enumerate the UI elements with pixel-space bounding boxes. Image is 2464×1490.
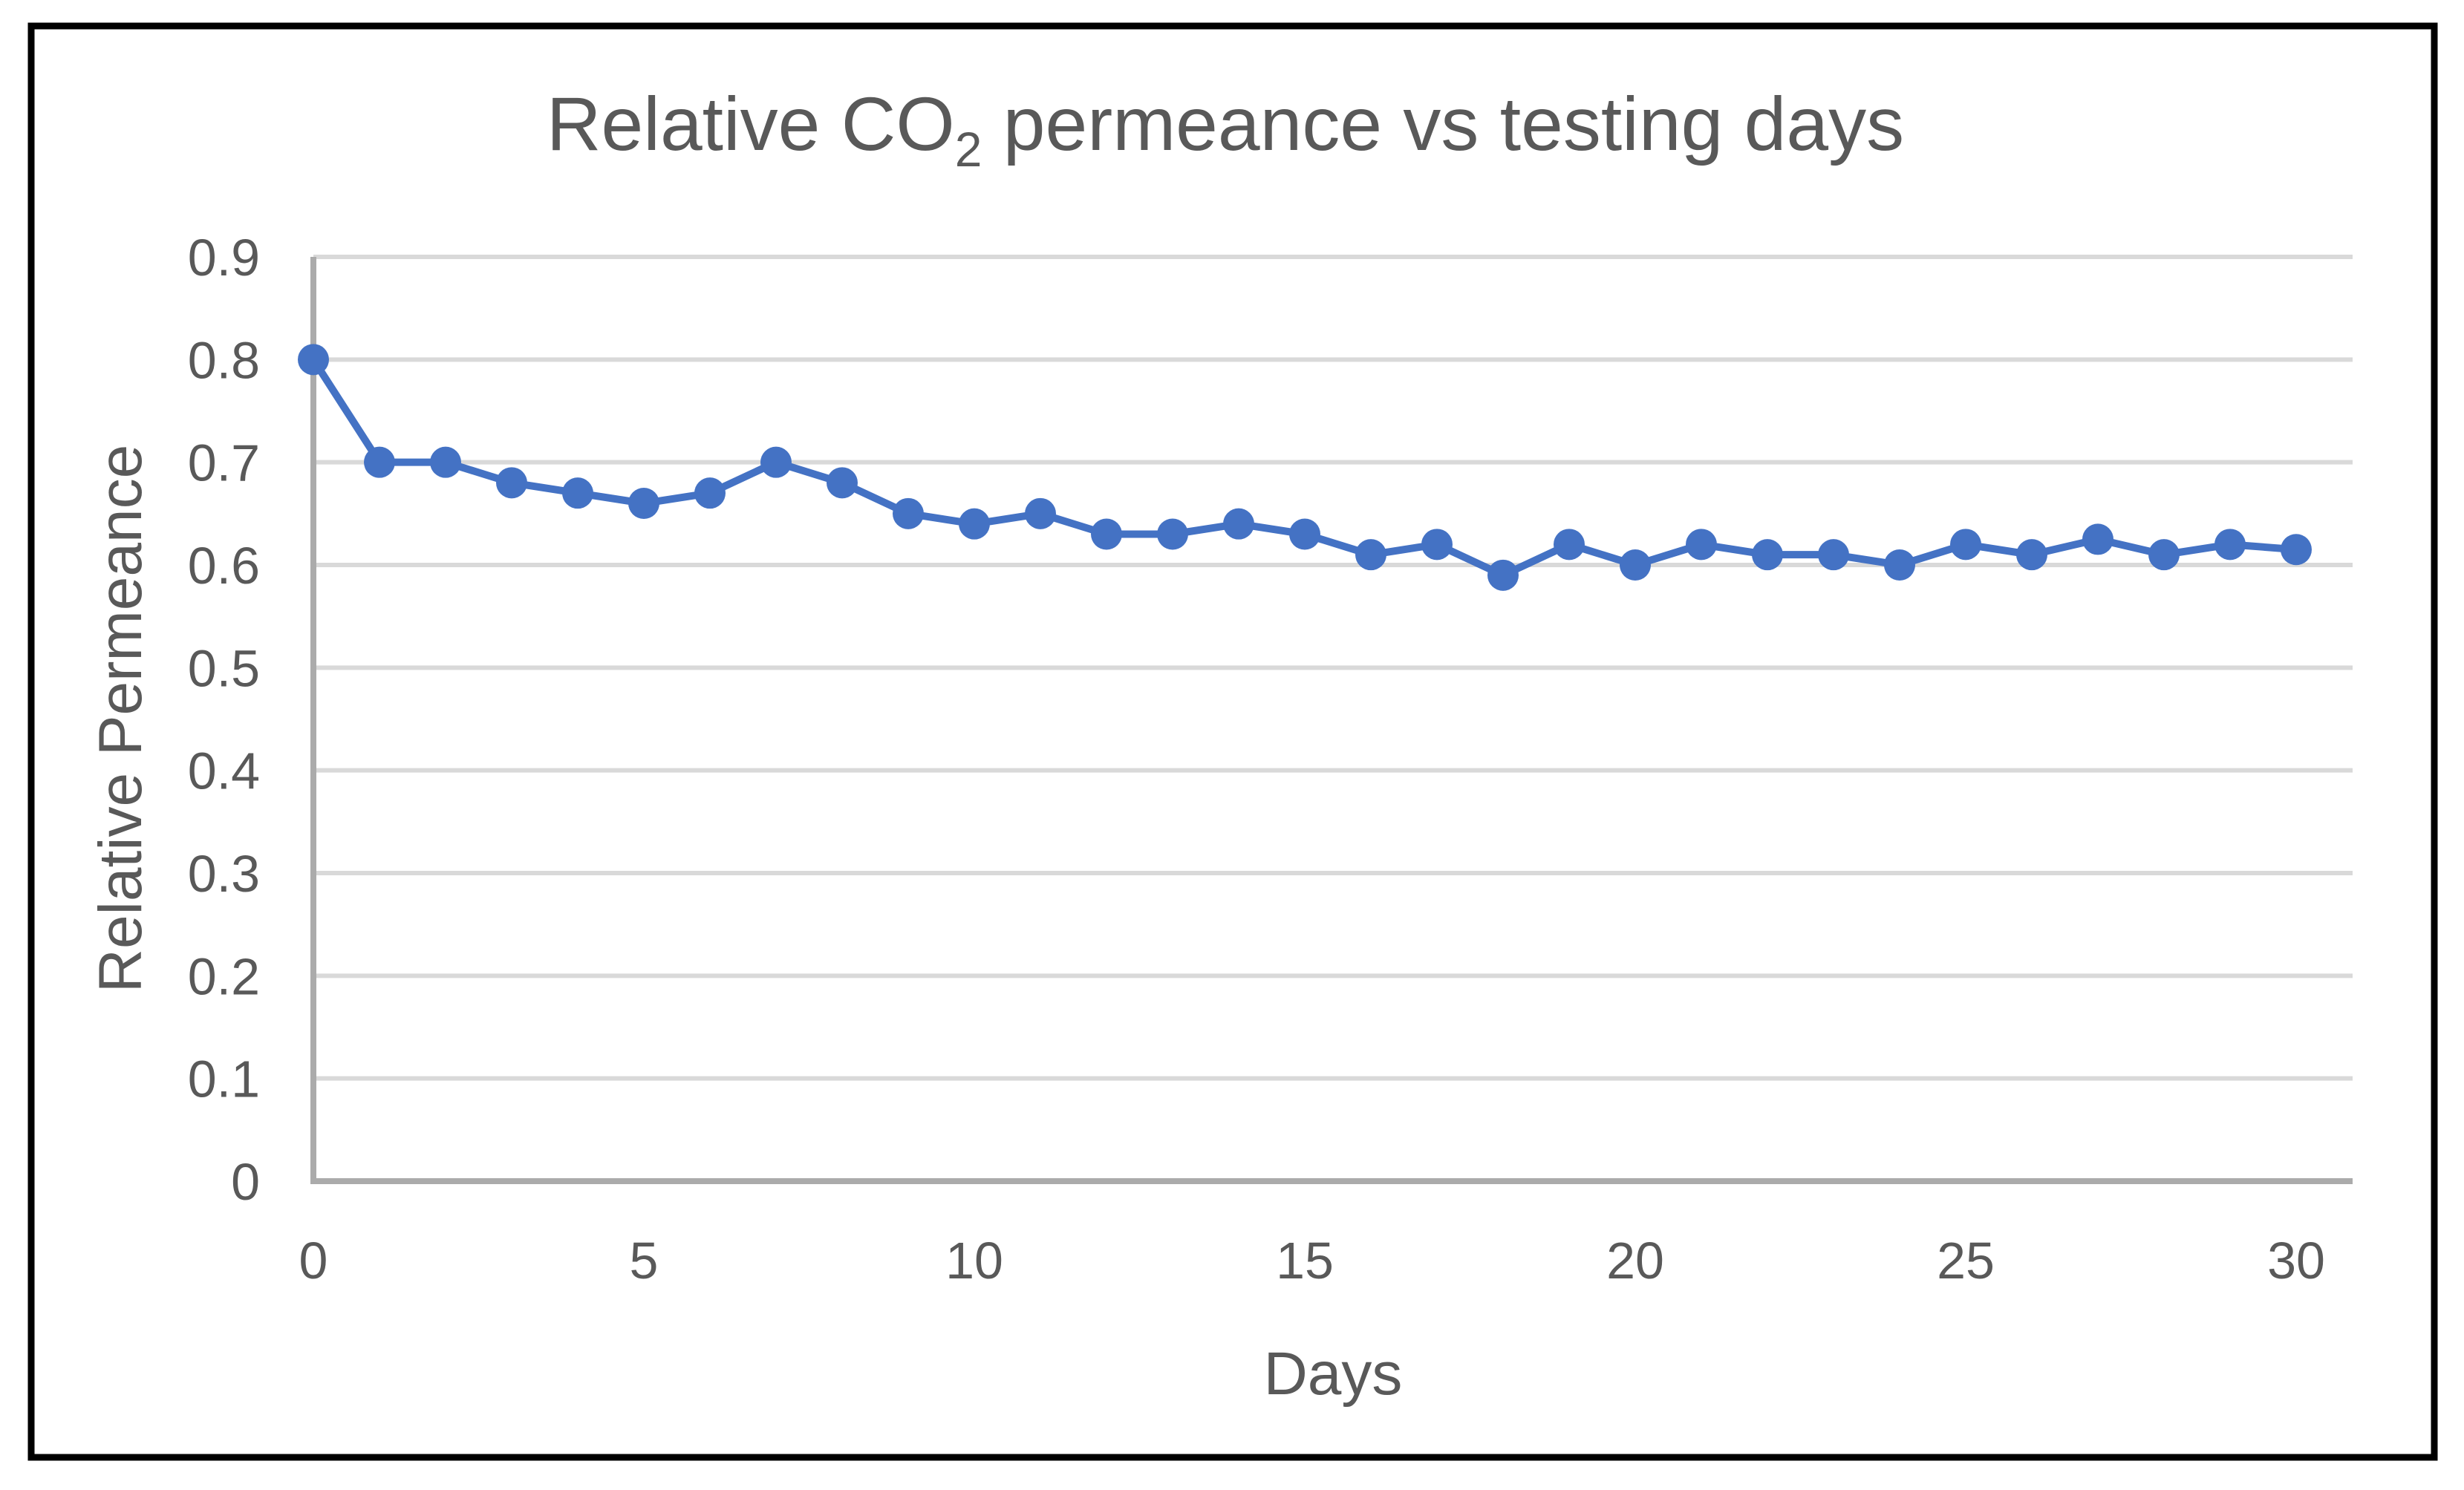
tick-labels: 0 0.1 0.2 0.3 0.4 0.5 0.6 0.7 0.8 0.9 0 5 10 15 20 25 30 (188, 229, 2325, 1290)
chart-title-prefix: Relative CO (547, 82, 955, 166)
y-tick-label: 0.6 (188, 537, 260, 595)
data-point (1884, 549, 1915, 581)
x-tick-label: 25 (1937, 1232, 1995, 1290)
y-tick-label: 0.1 (188, 1050, 260, 1108)
data-point (430, 446, 461, 478)
y-tick-label: 0.7 (188, 434, 260, 492)
data-point (1818, 539, 1849, 571)
data-point (1157, 518, 1188, 550)
x-tick-label: 20 (1606, 1232, 1664, 1290)
data-point (1289, 518, 1320, 550)
data-point (1950, 529, 1981, 561)
y-tick-label: 0.4 (188, 742, 260, 800)
data-point (298, 344, 329, 376)
y-axis-title: Relative Permeance (87, 445, 154, 993)
chart-title: Relative CO2 permeance vs testing days (547, 82, 1904, 177)
chart-title-subscript: 2 (955, 122, 982, 177)
data-point (760, 446, 792, 478)
axes (310, 257, 2353, 1184)
data-point (1554, 529, 1585, 561)
data-point (1223, 508, 1254, 540)
data-point (959, 508, 990, 540)
x-tick-label: 0 (299, 1232, 328, 1290)
y-tick-label: 0.9 (188, 229, 260, 287)
x-tick-label: 15 (1276, 1232, 1334, 1290)
data-point (893, 497, 924, 529)
data-series (298, 344, 2312, 591)
data-point (364, 446, 395, 478)
data-point (628, 488, 659, 519)
data-point (496, 467, 527, 499)
data-point (1487, 559, 1519, 591)
chart-frame (27, 22, 2438, 1461)
data-point (1091, 518, 1122, 550)
data-point (2148, 539, 2180, 571)
y-tick-label: 0.8 (188, 331, 260, 389)
x-tick-label: 5 (630, 1232, 659, 1290)
x-tick-label: 30 (2267, 1232, 2325, 1290)
data-point (1752, 539, 1783, 571)
data-point (1025, 497, 1056, 529)
data-point (1620, 549, 1651, 581)
chart-title-suffix: permeance vs testing days (982, 82, 1904, 166)
data-point (2281, 534, 2312, 566)
y-tick-label: 0 (231, 1153, 260, 1211)
x-tick-label: 10 (945, 1232, 1003, 1290)
y-tick-label: 0.2 (188, 947, 260, 1005)
data-point (1421, 529, 1453, 561)
x-axis-title: Days (1264, 1340, 1403, 1408)
y-tick-label: 0.5 (188, 639, 260, 697)
data-point (2016, 539, 2047, 571)
data-point (827, 467, 858, 499)
data-point (2214, 529, 2246, 561)
data-point (1355, 539, 1386, 571)
data-point (2082, 523, 2113, 555)
data-point (562, 477, 593, 509)
data-point (1686, 529, 1717, 561)
gridlines (313, 255, 2353, 1081)
data-point (694, 477, 726, 509)
y-tick-label: 0.3 (188, 845, 260, 903)
